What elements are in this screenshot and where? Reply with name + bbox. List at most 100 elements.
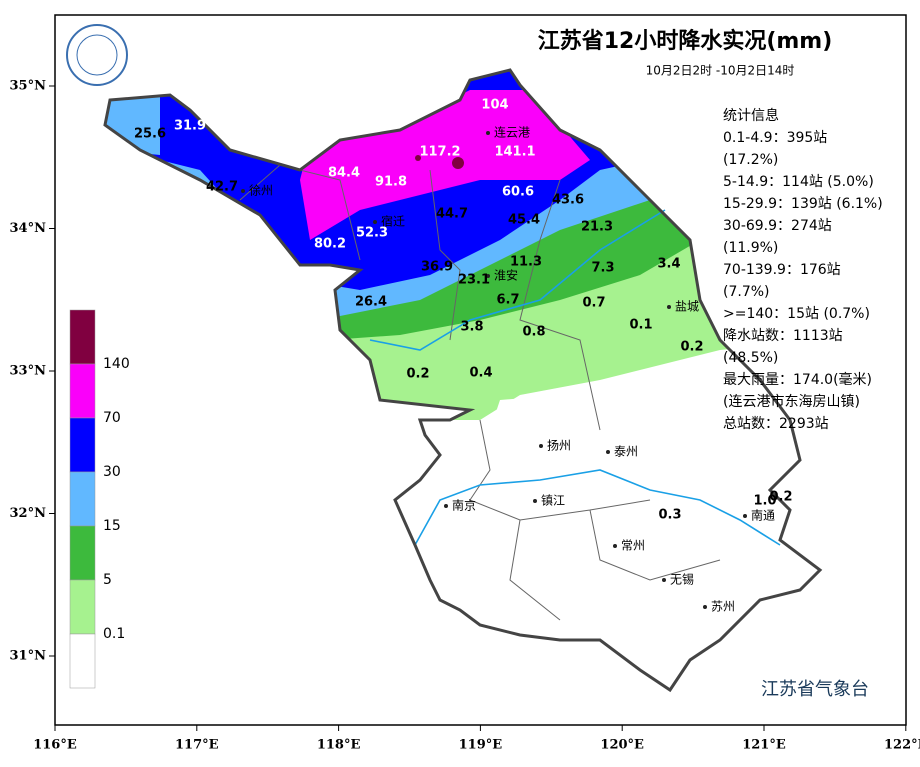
station-value: 0.2 <box>769 490 792 505</box>
stats-line: (7.7%) <box>723 284 770 300</box>
stats-line: 30-69.9：274站 <box>723 218 832 234</box>
x-tick-label: 122°E <box>884 738 920 753</box>
station-value: 0.2 <box>406 367 429 382</box>
legend-label: 30 <box>103 464 121 480</box>
city-dot <box>743 514 747 518</box>
station-value: 0.4 <box>469 366 492 381</box>
station-value: 117.2 <box>419 145 460 160</box>
x-tick-label: 116°E <box>33 738 77 753</box>
station-value: 45.4 <box>508 213 540 228</box>
legend-swatch <box>69 363 96 419</box>
station-value: 60.6 <box>502 185 534 200</box>
city-label: 南京 <box>452 498 476 513</box>
station-value: 31.9 <box>174 119 206 134</box>
city-dot <box>667 305 671 309</box>
zone-extreme <box>415 155 421 161</box>
stats-line: 15-29.9：139站 (6.1%) <box>723 196 883 212</box>
station-value: 0.3 <box>658 508 681 523</box>
city-label: 盐城 <box>675 300 699 314</box>
legend-swatch <box>69 417 96 473</box>
legend-swatch <box>69 579 96 635</box>
city-dot <box>606 450 610 454</box>
station-value: 0.2 <box>680 340 703 355</box>
station-value: 44.7 <box>436 207 468 222</box>
city-dot <box>539 444 543 448</box>
city-dot <box>486 274 490 278</box>
city-dot <box>241 189 245 193</box>
city-label: 南通 <box>751 508 775 523</box>
station-value: 0.1 <box>629 318 652 333</box>
legend-swatch <box>69 471 96 527</box>
y-tick-label: 32°N <box>10 506 47 521</box>
station-value: 80.2 <box>314 237 346 252</box>
stats-line: (连云港市东海房山镇) <box>723 393 860 410</box>
river <box>414 469 781 546</box>
zone-heavy-storm <box>300 90 590 240</box>
legend-label: 5 <box>103 572 112 588</box>
station-value: 1.0 <box>753 494 776 509</box>
stats-line: 70-139.9：176站 <box>723 262 841 278</box>
subtitle: 10月2日2时 -10月2日14时 <box>646 64 795 78</box>
stats-line: (17.2%) <box>723 152 778 168</box>
x-tick-label: 119°E <box>459 738 503 753</box>
city-dot <box>662 578 666 582</box>
x-tick-label: 120°E <box>600 738 644 753</box>
x-tick-label: 121°E <box>742 738 786 753</box>
zone-extreme <box>452 157 464 169</box>
station-value: 43.6 <box>552 193 584 208</box>
station-value: 23.1 <box>458 273 490 288</box>
zone-heavy <box>105 70 160 155</box>
city-dot <box>444 504 448 508</box>
city-label: 常州 <box>621 539 645 553</box>
border <box>519 179 601 431</box>
stats-line: 统计信息 <box>723 107 779 124</box>
station-value: 0.7 <box>582 296 605 311</box>
station-value: 26.4 <box>355 295 387 310</box>
legend-label: 0.1 <box>103 626 125 642</box>
city-dot <box>533 499 537 503</box>
border <box>509 519 561 621</box>
station-value: 91.8 <box>375 175 407 190</box>
city-dot <box>486 131 490 135</box>
station-value: 104 <box>481 98 508 113</box>
station-value: 36.9 <box>421 260 453 275</box>
generated: 116°E 117°E 118°E 119°E 120°E 121°E 122°E 31°N 3… <box>10 79 920 753</box>
border <box>429 169 461 341</box>
zone-none <box>490 395 580 440</box>
legend-label: 70 <box>103 410 121 426</box>
city-dot <box>613 544 617 548</box>
title: 江苏省12小时降水实况(mm) <box>538 28 833 54</box>
city-label: 扬州 <box>547 438 571 453</box>
stats-line: 总站数：2293站 <box>723 416 829 432</box>
stats-line: 最大雨量：174.0(毫米) <box>723 371 872 388</box>
x-tick-label: 117°E <box>175 738 219 753</box>
city-label: 苏州 <box>711 600 735 614</box>
river <box>369 209 666 351</box>
y-tick-label: 35°N <box>10 79 47 94</box>
station-value: 42.7 <box>206 180 238 195</box>
city-label: 徐州 <box>249 183 273 198</box>
station-value: 0.8 <box>522 325 545 340</box>
station-value: 52.3 <box>356 226 388 241</box>
city-label: 无锡 <box>670 572 694 587</box>
station-value: 11.3 <box>510 255 542 270</box>
stats-line: (11.9%) <box>723 240 778 256</box>
stats-line: >=140：15站 (0.7%) <box>723 306 870 322</box>
stats-line: 0.1-4.9：395站 <box>723 130 827 146</box>
stats-line: (48.5%) <box>723 350 778 366</box>
border <box>239 164 361 261</box>
city-borders <box>239 164 721 621</box>
station-value: 25.6 <box>134 127 166 142</box>
stats-line: 5-14.9：114站 (5.0%) <box>723 174 874 190</box>
border <box>469 419 651 521</box>
legend-swatch <box>69 633 96 689</box>
city-label: 泰州 <box>614 445 638 459</box>
legend-label: 15 <box>103 518 121 534</box>
city-dot <box>703 605 707 609</box>
border <box>589 509 721 581</box>
y-tick-label: 31°N <box>10 649 47 664</box>
city-dot <box>373 220 377 224</box>
city-label: 镇江 <box>541 494 565 508</box>
station-value: 84.4 <box>328 166 360 181</box>
